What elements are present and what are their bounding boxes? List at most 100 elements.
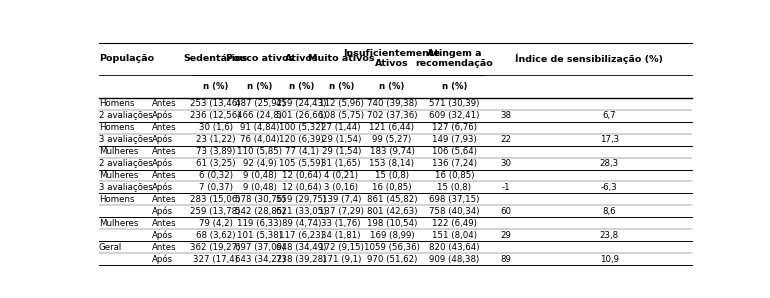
Text: 3 avaliações: 3 avaliações	[99, 183, 152, 192]
Text: 758 (40,34): 758 (40,34)	[429, 207, 480, 216]
Text: 15 (0,8): 15 (0,8)	[375, 171, 409, 180]
Text: 2 avaliações: 2 avaliações	[99, 159, 152, 168]
Text: 92 (4,9): 92 (4,9)	[243, 159, 276, 168]
Text: 283 (15,06): 283 (15,06)	[190, 195, 241, 204]
Text: 183 (9,74): 183 (9,74)	[370, 147, 414, 156]
Text: 6,7: 6,7	[602, 111, 616, 120]
Text: 136 (7,24): 136 (7,24)	[432, 159, 477, 168]
Text: 34 (1,81): 34 (1,81)	[321, 231, 361, 240]
Text: n (%): n (%)	[380, 82, 404, 91]
Text: 909 (48,38): 909 (48,38)	[429, 255, 480, 264]
Text: Antes: Antes	[152, 243, 177, 252]
Text: 153 (8,14): 153 (8,14)	[370, 159, 414, 168]
Text: 60: 60	[500, 207, 511, 216]
Text: n (%): n (%)	[289, 82, 314, 91]
Text: 236 (12,56): 236 (12,56)	[190, 111, 241, 120]
Text: Insuficientemente
Ativos: Insuficientemente Ativos	[343, 49, 440, 68]
Text: Mulheres: Mulheres	[99, 147, 138, 156]
Text: n (%): n (%)	[329, 82, 354, 91]
Text: Antes: Antes	[152, 123, 177, 132]
Text: 151 (8,04): 151 (8,04)	[432, 231, 477, 240]
Text: 139 (7,4): 139 (7,4)	[322, 195, 361, 204]
Text: 6 (0,32): 6 (0,32)	[199, 171, 233, 180]
Text: 609 (32,41): 609 (32,41)	[429, 111, 480, 120]
Text: 697 (37,09): 697 (37,09)	[235, 243, 285, 252]
Text: 327 (17,4): 327 (17,4)	[193, 255, 238, 264]
Text: 99 (5,27): 99 (5,27)	[373, 135, 411, 144]
Text: 89 (4,74): 89 (4,74)	[282, 219, 321, 228]
Text: 459 (24,43): 459 (24,43)	[276, 99, 326, 108]
Text: Antes: Antes	[152, 171, 177, 180]
Text: 648 (34,49): 648 (34,49)	[276, 243, 326, 252]
Text: Sedentários: Sedentários	[183, 54, 248, 63]
Text: Homens: Homens	[99, 123, 134, 132]
Text: Muito ativos: Muito ativos	[308, 54, 374, 63]
Text: 106 (5,64): 106 (5,64)	[432, 147, 477, 156]
Text: 578 (30,76): 578 (30,76)	[235, 195, 285, 204]
Text: 121 (6,44): 121 (6,44)	[370, 123, 414, 132]
Text: 7 (0,37): 7 (0,37)	[199, 183, 233, 192]
Text: Após: Após	[152, 159, 173, 168]
Text: 127 (6,76): 127 (6,76)	[432, 123, 477, 132]
Text: 10,9: 10,9	[600, 255, 618, 264]
Text: 68 (3,62): 68 (3,62)	[196, 231, 236, 240]
Text: 15 (0,8): 15 (0,8)	[437, 183, 471, 192]
Text: 487 (25,92): 487 (25,92)	[235, 99, 285, 108]
Text: 259 (13,78): 259 (13,78)	[190, 207, 241, 216]
Text: 198 (10,54): 198 (10,54)	[367, 219, 417, 228]
Text: 17,3: 17,3	[600, 135, 619, 144]
Text: Homens: Homens	[99, 99, 134, 108]
Text: 740 (39,38): 740 (39,38)	[367, 99, 417, 108]
Text: Antes: Antes	[152, 147, 177, 156]
Text: 571 (30,39): 571 (30,39)	[429, 99, 480, 108]
Text: Mulheres: Mulheres	[99, 171, 138, 180]
Text: Após: Após	[152, 183, 173, 192]
Text: 27 (1,44): 27 (1,44)	[321, 123, 361, 132]
Text: 8,6: 8,6	[602, 207, 616, 216]
Text: Pouco ativos: Pouco ativos	[226, 54, 294, 63]
Text: Geral: Geral	[99, 243, 122, 252]
Text: 119 (6,33): 119 (6,33)	[237, 219, 282, 228]
Text: 101 (5,38): 101 (5,38)	[237, 231, 283, 240]
Text: Atingem a
recomendação: Atingem a recomendação	[416, 49, 493, 68]
Text: 3 avaliações: 3 avaliações	[99, 135, 152, 144]
Text: 3 (0,16): 3 (0,16)	[324, 183, 358, 192]
Text: 73 (3,89): 73 (3,89)	[196, 147, 236, 156]
Text: 23 (1,22): 23 (1,22)	[196, 135, 236, 144]
Text: 91 (4,84): 91 (4,84)	[240, 123, 280, 132]
Text: 31 (1,65): 31 (1,65)	[321, 159, 361, 168]
Text: 122 (6,49): 122 (6,49)	[432, 219, 477, 228]
Text: Homens: Homens	[99, 195, 134, 204]
Text: 108 (5,75): 108 (5,75)	[319, 111, 363, 120]
Text: Antes: Antes	[152, 195, 177, 204]
Text: 120 (6,39): 120 (6,39)	[279, 135, 324, 144]
Text: 23,8: 23,8	[600, 231, 619, 240]
Text: 105 (5,59): 105 (5,59)	[279, 159, 324, 168]
Text: 738 (39,28): 738 (39,28)	[276, 255, 326, 264]
Text: Antes: Antes	[152, 99, 177, 108]
Text: 970 (51,62): 970 (51,62)	[367, 255, 417, 264]
Text: Após: Após	[152, 111, 173, 120]
Text: Índice de sensibilização (%): Índice de sensibilização (%)	[515, 53, 663, 64]
Text: -6,3: -6,3	[601, 183, 618, 192]
Text: 30 (1,6): 30 (1,6)	[199, 123, 233, 132]
Text: 4 (0,21): 4 (0,21)	[324, 171, 358, 180]
Text: 621 (33,05): 621 (33,05)	[276, 207, 326, 216]
Text: Mulheres: Mulheres	[99, 219, 138, 228]
Text: 76 (4,04): 76 (4,04)	[240, 135, 280, 144]
Text: 2 avaliações: 2 avaliações	[99, 111, 152, 120]
Text: 29 (1,54): 29 (1,54)	[322, 135, 361, 144]
Text: 542 (28,85): 542 (28,85)	[235, 207, 285, 216]
Text: 172 (9,15): 172 (9,15)	[319, 243, 363, 252]
Text: 100 (5,32): 100 (5,32)	[279, 123, 324, 132]
Text: Ativos: Ativos	[285, 54, 318, 63]
Text: 698 (37,15): 698 (37,15)	[429, 195, 480, 204]
Text: n (%): n (%)	[203, 82, 228, 91]
Text: n (%): n (%)	[247, 82, 273, 91]
Text: 16 (0,85): 16 (0,85)	[372, 183, 412, 192]
Text: 79 (4,2): 79 (4,2)	[199, 219, 233, 228]
Text: 702 (37,36): 702 (37,36)	[367, 111, 417, 120]
Text: 466 (24,8): 466 (24,8)	[237, 111, 283, 120]
Text: Antes: Antes	[152, 219, 177, 228]
Text: 117 (6,23): 117 (6,23)	[279, 231, 324, 240]
